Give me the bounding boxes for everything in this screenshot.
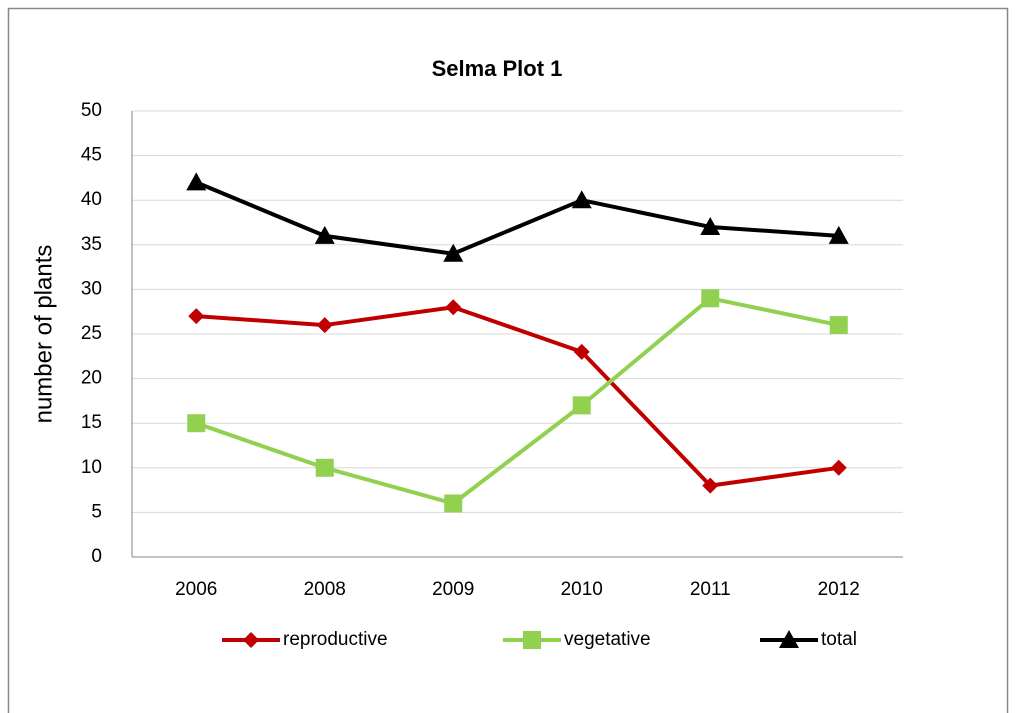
marker [187,414,206,433]
marker [701,289,720,308]
marker [702,477,719,494]
marker [243,632,259,648]
marker [828,225,849,244]
y-tick-label: 0 [91,546,102,567]
x-tick-label: 2010 [561,579,603,600]
marker [188,308,205,325]
chart-frame [7,7,1009,713]
series-line [195,180,839,256]
y-tick-label: 35 [81,234,102,255]
marker [314,225,335,244]
x-tick-label: 2012 [818,579,860,600]
x-tick-label: 2008 [304,579,346,600]
marker [573,343,590,360]
marker [572,396,591,415]
legend-label: vegetative [564,629,651,650]
marker [779,630,799,648]
legend-label: total [821,629,857,650]
series-line [196,305,840,488]
marker [315,458,334,477]
x-tick-label: 2006 [175,579,217,600]
y-tick-label: 15 [81,412,102,433]
y-tick-label: 10 [81,457,102,478]
y-tick-label: 20 [81,368,102,389]
y-tick-label: 30 [81,278,102,299]
marker [700,216,721,235]
marker [316,317,333,334]
marker [523,631,541,649]
marker [829,316,848,335]
marker [443,243,464,262]
y-tick-label: 25 [81,323,102,344]
y-axis-label: number of plants [30,245,57,424]
marker [186,172,207,191]
y-tick-label: 50 [81,100,102,121]
legend-label: reproductive [283,629,388,650]
marker [830,459,847,476]
marker [445,299,462,316]
marker [444,494,463,513]
y-tick-label: 5 [91,501,102,522]
y-tick-label: 40 [81,189,102,210]
x-tick-label: 2011 [690,579,731,600]
x-tick-label: 2009 [432,579,474,600]
series-line [195,296,840,506]
chart-title: Selma Plot 1 [432,56,563,81]
y-tick-label: 45 [81,145,102,166]
marker [571,190,592,209]
